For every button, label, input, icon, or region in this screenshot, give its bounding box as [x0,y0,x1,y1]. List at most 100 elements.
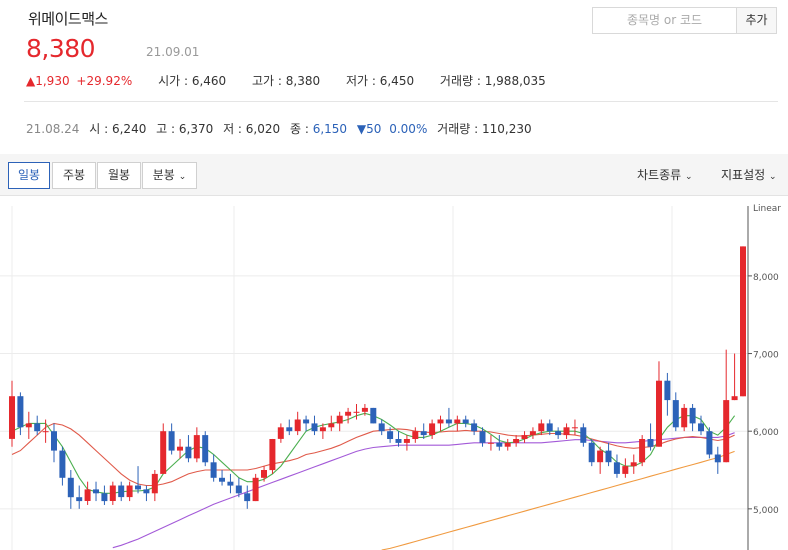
candle-body [235,485,242,494]
candle-body [76,497,83,502]
candle-body [277,427,284,439]
candle-body [387,431,394,439]
y-tick-label: 6,000 [753,428,779,438]
candle-body [672,400,679,428]
hover-close-label: 종 : [289,122,313,136]
hover-open-label: 시 : [89,122,112,136]
candle-body [487,442,494,444]
tab-weekly[interactable]: 주봉 [52,162,96,189]
divider [24,101,778,102]
tab-minute[interactable]: 분봉 ⌄ [142,162,197,189]
hover-high-label: 고 : [156,122,179,136]
indicator-settings-dropdown[interactable]: 지표설정 ⌄ [721,166,777,183]
stock-search-input[interactable]: 종목명 or 코드 [592,7,737,34]
volume-label: 거래량 : [439,74,485,88]
chevron-down-icon: ⌄ [178,172,187,182]
candle-body [714,454,721,463]
stock-name: 위메이드맥스 [28,10,108,28]
candle-body [555,431,562,436]
candle-body [17,396,24,428]
candle-body [664,380,671,401]
candle-body [605,450,612,463]
hover-low-label: 저 : [223,122,246,136]
candle-body [303,419,310,424]
y-tick-label: 7,000 [753,351,779,361]
candle-body [613,462,620,474]
candle-body [630,462,637,467]
tab-monthly[interactable]: 월봉 [97,162,141,189]
candle-body [185,446,192,459]
chevron-down-icon: ⌄ [685,172,693,182]
candle-body [647,439,654,447]
candle-body [706,431,713,455]
hover-volume: 110,230 [481,122,532,136]
hover-change-pct: 0.00% [389,122,428,136]
candle-body [370,407,377,424]
candle-body [252,477,259,502]
candle-body [193,435,200,459]
candle-body [378,423,385,432]
candle-body [177,446,183,451]
candle-body [67,477,74,498]
candle-body [9,396,15,439]
candle-body [698,423,704,432]
candle-body [462,419,469,424]
candle-body [639,439,646,463]
candle-body [395,439,402,443]
candle-body [496,442,503,447]
candle-body [538,423,545,432]
scale-label: Linear [753,204,781,214]
candle-body [118,485,125,498]
candle-body [361,407,368,412]
candle-body [580,427,587,443]
candle-body [437,419,444,424]
candle-body [454,419,461,424]
ma60-line [112,432,735,549]
candle-body [563,427,570,436]
candle-body [34,423,41,432]
hover-candle-info: 21.08.24 시 : 6,240 고 : 6,370 저 : 6,020 종… [26,120,532,137]
price-summary: ▲1,930 +29.92% 시가 : 6,460 고가 : 8,380 저가 … [26,72,546,89]
add-button[interactable]: 추가 [736,7,777,34]
y-tick-label: 5,000 [753,506,779,516]
candle-body [328,423,335,428]
hover-date: 21.08.24 [26,122,80,136]
tab-daily[interactable]: 일봉 [8,162,50,189]
candle-body [269,439,276,471]
candlestick-chart[interactable]: 5,000 6,000 7,000 8,000 Linear [0,196,788,550]
hover-open: 6,240 [111,122,147,136]
y-tick-label: 8,000 [753,273,779,283]
candle-body [740,246,746,397]
candle-body [143,489,150,494]
candle-body [723,400,730,463]
hover-low: 6,020 [245,122,281,136]
price-change-pct: +29.92% [76,74,133,88]
candle-body [429,423,436,435]
ma120-line [381,450,735,550]
candle-body [504,442,511,447]
candle-body [294,419,301,432]
ma5-line [11,412,736,494]
candle-body [219,477,225,482]
candle-body [689,407,696,424]
chart-type-dropdown[interactable]: 차트종류 ⌄ [637,166,693,183]
hover-close: 6,150 [312,122,348,136]
price-change: ▲1,930 [26,74,70,88]
candle-body [84,489,91,501]
candle-body [261,470,267,478]
candle-body [42,431,49,433]
candle-body [345,411,352,416]
candle-body [471,423,478,432]
volume-value: 1,988,035 [484,74,546,88]
candle-body [319,427,326,432]
candle-body [25,423,32,428]
candle-body [546,423,553,432]
candle-body [126,485,133,498]
candle-body [51,431,57,451]
candle-body [656,380,662,447]
hover-volume-label: 거래량 : [437,122,482,136]
candle-body [336,415,343,424]
candle-body [160,431,167,474]
candle-body [681,407,688,428]
hover-high: 6,370 [178,122,214,136]
